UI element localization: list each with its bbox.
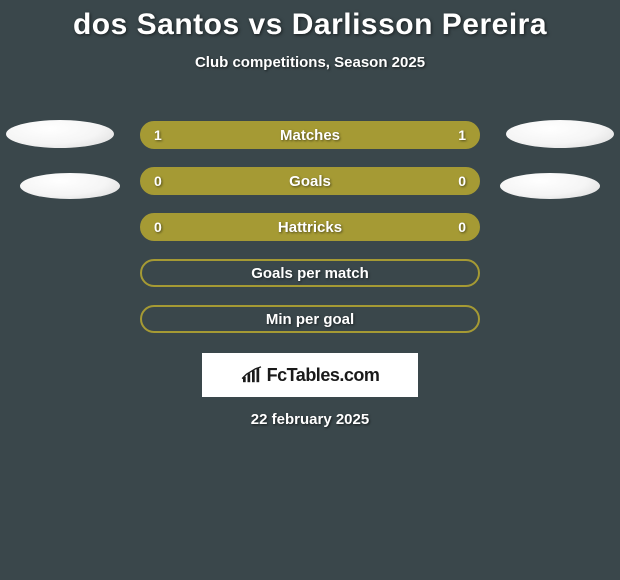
stat-right-value: 0	[458, 219, 466, 235]
stat-label: Min per goal	[266, 311, 354, 328]
logo-box[interactable]: FcTables.com	[202, 353, 418, 397]
chart-icon	[241, 366, 263, 384]
stat-right-value: 1	[458, 127, 466, 143]
stat-bar: 0 Goals 0	[140, 167, 480, 195]
stat-left-value: 0	[154, 173, 162, 189]
stat-label: Matches	[280, 127, 340, 144]
stat-label: Goals per match	[251, 265, 369, 282]
avatar-right-2	[500, 173, 600, 199]
avatar-left-2	[20, 173, 120, 199]
logo-text: FcTables.com	[267, 365, 380, 386]
stat-bar: 0 Hattricks 0	[140, 213, 480, 241]
avatar-left-1	[6, 120, 114, 148]
stat-bar: Goals per match	[140, 259, 480, 287]
stat-label: Hattricks	[278, 219, 342, 236]
stat-right-value: 0	[458, 173, 466, 189]
avatar-right-1	[506, 120, 614, 148]
page-title: dos Santos vs Darlisson Pereira	[73, 8, 547, 42]
comparison-card: dos Santos vs Darlisson Pereira Club com…	[0, 0, 620, 428]
stats-bars: 1 Matches 1 0 Goals 0 0 Hattricks 0 Goals per mat…	[140, 121, 480, 333]
footer-date: 22 february 2025	[251, 411, 369, 428]
stat-left-value: 0	[154, 219, 162, 235]
stat-bar: 1 Matches 1	[140, 121, 480, 149]
page-subtitle: Club competitions, Season 2025	[195, 54, 425, 71]
stat-left-value: 1	[154, 127, 162, 143]
stat-label: Goals	[289, 173, 331, 190]
stat-bar: Min per goal	[140, 305, 480, 333]
